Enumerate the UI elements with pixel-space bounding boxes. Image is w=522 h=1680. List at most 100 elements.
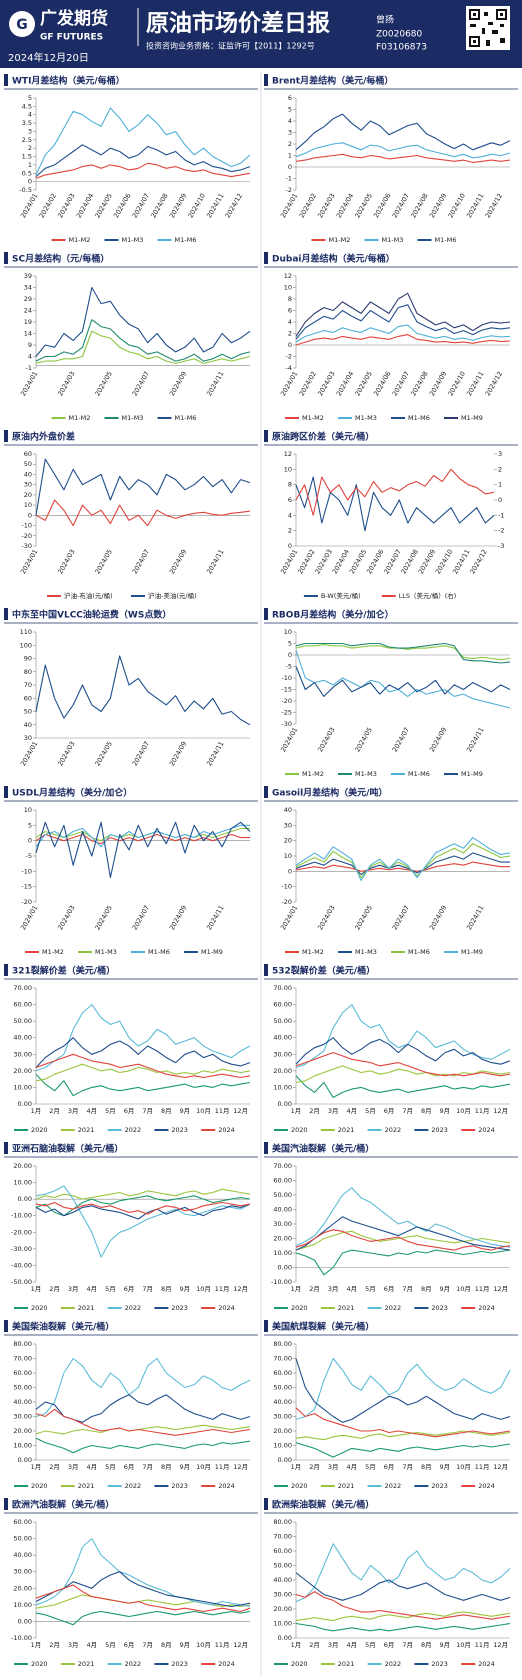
- x-tick-label: 11月: [475, 1285, 490, 1293]
- x-tick-label: 5月: [365, 1463, 376, 1471]
- x-tick-label: 6月: [384, 1641, 395, 1649]
- license: Z0020680: [376, 30, 423, 40]
- y-tick-label: 4: [28, 111, 32, 119]
- chart-title: 中东至中国VLCC油轮运费（WS点数）: [12, 609, 171, 621]
- y-tick-label: 12: [284, 272, 292, 280]
- series-line: [35, 1594, 251, 1609]
- x-tick-label: 2024/11: [465, 370, 485, 397]
- x-tick-label: 2024/09: [168, 740, 188, 767]
- x-tick-label: 2024/07: [391, 904, 411, 931]
- legend-label: 2023: [431, 1660, 448, 1668]
- series-line: [35, 319, 251, 362]
- series-line: [295, 650, 511, 709]
- title-marker: [264, 1498, 268, 1510]
- x-tick-label: 2024/09: [168, 192, 188, 219]
- series-line: [295, 1075, 511, 1098]
- legend-label: 2023: [171, 1660, 188, 1668]
- y-tick-label: 60.00: [13, 1001, 32, 1009]
- x-tick-label: 11月: [215, 1463, 230, 1471]
- legend-label: 2022: [125, 1660, 142, 1668]
- legend-label: M1-M9: [461, 414, 483, 422]
- y-tick-label: 0.00: [18, 1100, 32, 1108]
- x-tick-label: 2024/05: [353, 192, 373, 219]
- x-tick-label: 2024/01: [19, 740, 39, 767]
- x-tick-label: 2024/01: [19, 370, 39, 397]
- y-tick-label: 70: [24, 681, 32, 689]
- x-tick-label: 2024/11: [205, 370, 225, 397]
- legend-label: 2024: [218, 1660, 235, 1668]
- x-tick-label: 2024/09: [428, 726, 448, 753]
- chart-title: WTI月差结构（美元/每桶）: [12, 75, 125, 87]
- chart-title: 美国汽油裂解（美元/桶）: [272, 1143, 374, 1155]
- legend-label: B-W(美元/桶): [321, 591, 361, 600]
- series-line: [35, 330, 251, 364]
- chart-title: 321裂解价差（美元/桶）: [12, 965, 115, 977]
- y-tick-label: -1: [26, 364, 32, 372]
- x-tick-label: 10月: [196, 1463, 211, 1471]
- legend-label: M1-M2: [42, 948, 64, 956]
- chart-title: 美国柴油裂解（美元/桶）: [12, 1321, 114, 1333]
- y-tick-label: 5: [288, 640, 292, 648]
- y-tick-label: 40: [24, 470, 32, 478]
- x-tick-label: 1月: [31, 1641, 42, 1649]
- x-tick-label: 2024/01: [19, 192, 39, 219]
- y-tick-label: 4: [288, 117, 292, 125]
- x-tick-label: 7月: [402, 1285, 413, 1293]
- y-tick-label: 4: [288, 511, 292, 519]
- title-marker: [264, 430, 268, 442]
- x-tick-label: 2024/04: [75, 192, 95, 219]
- y-tick-label: -20: [281, 898, 292, 906]
- logo-letter: G: [16, 17, 28, 33]
- legend-label: 2022: [125, 1482, 142, 1490]
- y-tick-label: 0: [28, 511, 32, 519]
- series-line: [35, 1610, 251, 1626]
- x-tick-label: 10月: [196, 1107, 211, 1115]
- x-tick-label: 2024/05: [353, 370, 373, 397]
- x-tick-label: 2024/08: [409, 370, 429, 397]
- series-line: [35, 1073, 251, 1097]
- logo-cn: 广发期货: [40, 8, 108, 29]
- y-tick-label: 50: [24, 460, 32, 468]
- y-tick-label: 10.00: [273, 1442, 292, 1450]
- series-line: [295, 1430, 511, 1441]
- y-tick-label: 10.00: [13, 1442, 32, 1450]
- x-tick-label: 2024/09: [168, 548, 188, 575]
- x-tick-label: 7月: [402, 1641, 413, 1649]
- x-tick-label: 2024/03: [56, 904, 76, 931]
- y-tick-label: 10.00: [273, 1249, 292, 1257]
- legend-label: 2024: [478, 1660, 495, 1668]
- y-tick-label: 8: [288, 481, 292, 489]
- legend-label: M1-M2: [69, 414, 91, 422]
- chart-title: SC月差结构（元/每桶）: [12, 253, 109, 265]
- x-tick-label: 2024/07: [391, 726, 411, 753]
- title-marker: [4, 252, 8, 264]
- x-tick-label: 3月: [328, 1107, 339, 1115]
- legend-label: M1-M2: [69, 236, 91, 244]
- y-tick-label: -20: [281, 697, 292, 705]
- x-tick-label: 1月: [291, 1285, 302, 1293]
- x-tick-label: 2024/05: [93, 904, 113, 931]
- x-tick-label: 2月: [49, 1463, 60, 1471]
- x-tick-label: 2024/01: [19, 904, 39, 931]
- series-line: [295, 1543, 511, 1603]
- series-line: [35, 1408, 251, 1436]
- y-tick-label: -10: [281, 674, 292, 682]
- legend-label: 2021: [78, 1660, 95, 1668]
- series-line: [295, 1229, 511, 1251]
- y-tick-label: 5: [28, 94, 32, 102]
- x-tick-label: 2024/03: [316, 904, 336, 931]
- series-line: [35, 1437, 251, 1454]
- x-tick-label: 2024/08: [149, 192, 169, 219]
- title-marker: [264, 1142, 268, 1154]
- series-line: [35, 1195, 251, 1217]
- y-tick-label: 10: [284, 628, 292, 636]
- x-tick-label: 2024/07: [131, 740, 151, 767]
- y-tick-label: 2: [288, 330, 292, 338]
- legend-label: 2023: [431, 1304, 448, 1312]
- legend-label: 沪油-美油(元/桶): [148, 591, 197, 600]
- x-tick-label: 2024/12: [484, 192, 504, 219]
- x-tick-label: 2月: [309, 1285, 320, 1293]
- x-tick-label: 5月: [365, 1285, 376, 1293]
- series-line: [295, 1357, 511, 1420]
- y-tick-label: -15: [281, 686, 292, 694]
